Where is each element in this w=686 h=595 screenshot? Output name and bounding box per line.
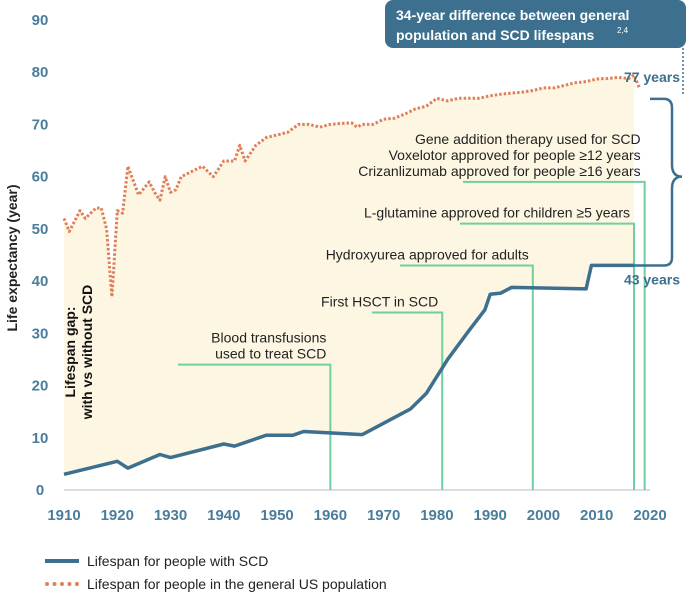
difference-callout-box <box>385 0 686 48</box>
x-tick-label: 1930 <box>154 507 187 524</box>
x-tick-label: 1950 <box>260 507 293 524</box>
gap-fill <box>64 74 634 475</box>
y-tick-label: 60 <box>32 169 49 186</box>
y-axis-label: Life expectancy (year) <box>4 184 20 331</box>
annotation-text: used to treat SCD <box>215 346 326 362</box>
gap-label-text: with vs without SCD <box>79 285 95 421</box>
label-43-years: 43 years <box>624 271 680 287</box>
annotation-line <box>400 264 534 490</box>
annotation-line <box>460 222 636 490</box>
series-lines <box>62 73 641 477</box>
y-tick-label: 20 <box>32 378 49 395</box>
legend-swatch-scd <box>45 559 79 563</box>
callouts: Lifespan gap: with vs without SCD 77 years… <box>62 0 686 420</box>
y-tick-label: 80 <box>32 64 49 81</box>
annotation-text: L-glutamine approved for children ≥5 yea… <box>364 205 630 221</box>
annotation-text: Crizanlizumab approved for people ≥16 ye… <box>358 163 640 179</box>
x-tick-label: 1920 <box>101 507 134 524</box>
y-tick-label: 70 <box>32 116 49 133</box>
annotation-text: Hydroxyurea approved for adults <box>326 246 529 262</box>
legend-swatch-general <box>45 582 79 586</box>
callout-line-2: population and SCD lifespans <box>396 27 595 43</box>
annotation-text: First HSCT in SCD <box>321 293 438 309</box>
x-tick-label: 2010 <box>580 507 613 524</box>
annotation-line <box>372 311 444 490</box>
axes: 0 10 20 30 40 50 60 70 80 90 1910 1920 1930 1940 1950 1… <box>4 12 667 524</box>
y-tick-label: 40 <box>32 273 49 290</box>
legend-item-general: Lifespan for people in the general US po… <box>45 576 387 592</box>
gap-label-text: Lifespan gap: <box>62 306 78 397</box>
x-tick-label: 1990 <box>473 507 506 524</box>
legend-item-scd: Lifespan for people with SCD <box>45 553 268 569</box>
difference-bracket <box>634 97 683 267</box>
annotation-text: Blood transfusions <box>211 330 326 346</box>
x-tick-label: 1960 <box>314 507 347 524</box>
y-tick-label: 90 <box>32 12 49 29</box>
x-tick-label: 1970 <box>367 507 400 524</box>
scd-lifespan-line <box>63 263 634 477</box>
annotation-line <box>178 363 332 490</box>
x-tick-label: 1910 <box>47 507 80 524</box>
x-tick-label: 2000 <box>527 507 560 524</box>
y-tick-label: 0 <box>36 482 44 499</box>
lifespan-gap-area <box>64 74 634 475</box>
annotation-text: Gene addition therapy used for SCD <box>415 131 641 147</box>
label-77-years: 77 years <box>624 69 680 85</box>
callout-line-1: 34-year difference between general <box>396 7 629 23</box>
x-tick-label: 1980 <box>420 507 453 524</box>
x-tick-label: 2020 <box>633 507 666 524</box>
annotation-line <box>463 180 646 490</box>
y-tick-label: 50 <box>32 221 49 238</box>
annotation-text: Voxelotor approved for people ≥12 years <box>389 147 641 163</box>
y-tick-label: 30 <box>32 325 49 342</box>
y-tick-label: 10 <box>32 430 49 447</box>
callout-superscript: 2,4 <box>617 26 629 35</box>
x-tick-label: 1940 <box>207 507 240 524</box>
legend-label-scd: Lifespan for people with SCD <box>87 553 269 569</box>
legend-label-general: Lifespan for people in the general US po… <box>87 576 387 592</box>
